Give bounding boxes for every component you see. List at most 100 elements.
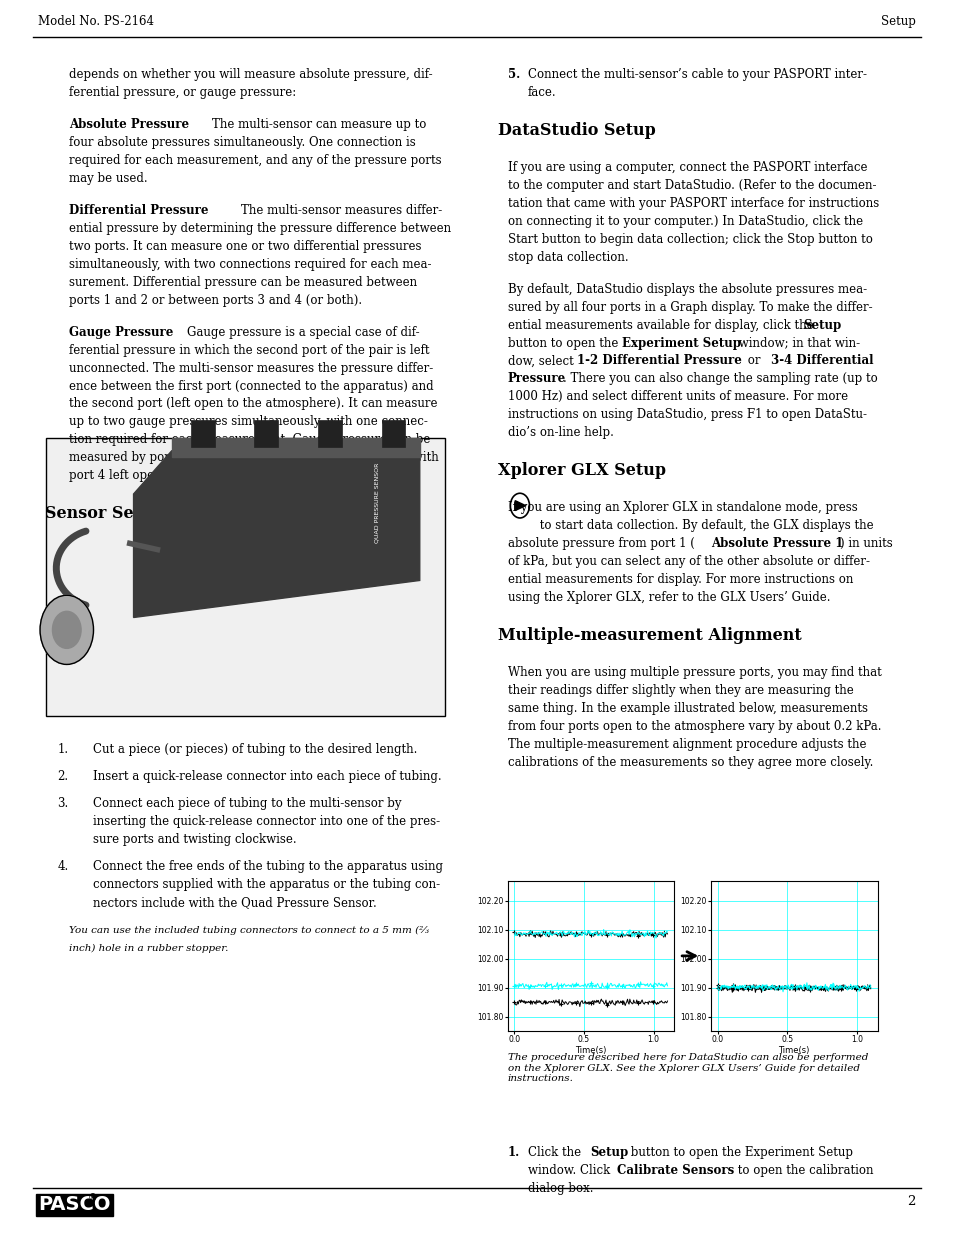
- Text: You can use the included tubing connectors to connect to a 5 mm (⅔: You can use the included tubing connecto…: [69, 926, 428, 935]
- Polygon shape: [172, 438, 419, 457]
- Text: the second port (left open to the atmosphere). It can measure: the second port (left open to the atmosp…: [69, 398, 436, 410]
- Text: Differential Pressure: Differential Pressure: [69, 204, 208, 217]
- Text: surement. Differential pressure can be measured between: surement. Differential pressure can be m…: [69, 275, 416, 289]
- Text: required for each measurement, and any of the pressure ports: required for each measurement, and any o…: [69, 154, 441, 167]
- Text: Absolute Pressure 1: Absolute Pressure 1: [710, 537, 842, 550]
- Text: inch) hole in a rubber stopper.: inch) hole in a rubber stopper.: [69, 944, 228, 953]
- Text: If you are using a computer, connect the PASPORT interface: If you are using a computer, connect the…: [507, 161, 866, 174]
- Text: Setup: Setup: [802, 319, 841, 332]
- Text: from four ports open to the atmosphere vary by about 0.2 kPa.: from four ports open to the atmosphere v…: [507, 720, 881, 732]
- Text: Calibrate Sensors: Calibrate Sensors: [617, 1163, 734, 1177]
- Text: tation that came with your PASPORT interface for instructions: tation that came with your PASPORT inter…: [507, 196, 878, 210]
- Text: Start button to begin data collection; click the Stop button to: Start button to begin data collection; c…: [507, 232, 871, 246]
- Text: Sensor Setup: Sensor Setup: [45, 505, 163, 522]
- Text: The multi-sensor can measure up to: The multi-sensor can measure up to: [197, 119, 426, 131]
- FancyBboxPatch shape: [254, 420, 278, 447]
- Text: 1-2 Differential Pressure: 1-2 Differential Pressure: [577, 354, 741, 368]
- FancyBboxPatch shape: [191, 420, 214, 447]
- Text: or: or: [743, 354, 763, 368]
- Text: instructions on using DataStudio, press F1 to open DataStu-: instructions on using DataStudio, press …: [507, 408, 865, 421]
- Text: ferential pressure, or gauge pressure:: ferential pressure, or gauge pressure:: [69, 86, 295, 99]
- Text: Cut a piece (or pieces) of tubing to the desired length.: Cut a piece (or pieces) of tubing to the…: [92, 743, 416, 757]
- Text: ential measurements for display. For more instructions on: ential measurements for display. For mor…: [507, 573, 852, 585]
- Text: ential measurements available for display, click the: ential measurements available for displa…: [507, 319, 816, 332]
- Text: button to open the: button to open the: [507, 336, 621, 350]
- X-axis label: Time(s): Time(s): [575, 1046, 606, 1055]
- FancyBboxPatch shape: [381, 420, 405, 447]
- Text: 1000 Hz) and select different units of measure. For more: 1000 Hz) and select different units of m…: [507, 390, 847, 404]
- Text: stop data collection.: stop data collection.: [507, 251, 627, 263]
- Text: absolute pressure from port 1 (: absolute pressure from port 1 (: [507, 537, 694, 550]
- Circle shape: [40, 595, 93, 664]
- Text: ferential pressure in which the second port of the pair is left: ferential pressure in which the second p…: [69, 343, 429, 357]
- Text: their readings differ slightly when they are measuring the: their readings differ slightly when they…: [507, 684, 852, 697]
- Text: PASCO: PASCO: [38, 1195, 111, 1214]
- Text: same thing. In the example illustrated below, measurements: same thing. In the example illustrated b…: [507, 701, 866, 715]
- Text: Setup: Setup: [590, 1146, 628, 1160]
- Text: By default, DataStudio displays the absolute pressures mea-: By default, DataStudio displays the abso…: [507, 283, 865, 296]
- Text: nectors include with the Quad Pressure Sensor.: nectors include with the Quad Pressure S…: [92, 895, 375, 909]
- Polygon shape: [133, 451, 419, 618]
- Text: Connect the multi-sensor’s cable to your PASPORT inter-: Connect the multi-sensor’s cable to your…: [527, 68, 865, 82]
- Text: of kPa, but you can select any of the other absolute or differ-: of kPa, but you can select any of the ot…: [507, 555, 868, 568]
- Text: ®: ®: [88, 1193, 97, 1203]
- Text: When you are using multiple pressure ports, you may find that: When you are using multiple pressure por…: [507, 666, 881, 679]
- Text: Click the: Click the: [527, 1146, 584, 1160]
- Text: 2.: 2.: [57, 771, 69, 783]
- Polygon shape: [515, 500, 525, 510]
- Circle shape: [52, 611, 81, 648]
- Text: using the Xplorer GLX, refer to the GLX Users’ Guide.: using the Xplorer GLX, refer to the GLX …: [507, 590, 829, 604]
- Text: QUAD PRESSURE SENSOR: QUAD PRESSURE SENSOR: [374, 463, 379, 543]
- Text: If you are using an Xplorer GLX in standalone mode, press: If you are using an Xplorer GLX in stand…: [507, 501, 857, 514]
- Text: up to two gauge pressures simultaneously, with one connec-: up to two gauge pressures simultaneously…: [69, 415, 427, 429]
- Text: Experiment Setup: Experiment Setup: [621, 336, 740, 350]
- Text: unconnected. The multi-sensor measures the pressure differ-: unconnected. The multi-sensor measures t…: [69, 362, 433, 374]
- Text: 3-4 Differential: 3-4 Differential: [770, 354, 872, 368]
- Text: 1.: 1.: [57, 743, 69, 757]
- Text: Gauge pressure is a special case of dif-: Gauge pressure is a special case of dif-: [172, 326, 419, 338]
- Text: sured by all four ports in a Graph display. To make the differ-: sured by all four ports in a Graph displ…: [507, 300, 871, 314]
- Text: Gauge Pressure: Gauge Pressure: [69, 326, 172, 338]
- FancyBboxPatch shape: [46, 438, 444, 716]
- Text: connectors supplied with the apparatus or the tubing con-: connectors supplied with the apparatus o…: [92, 878, 439, 890]
- Text: four absolute pressures simultaneously. One connection is: four absolute pressures simultaneously. …: [69, 136, 415, 149]
- Text: dow, select: dow, select: [507, 354, 577, 368]
- Text: 2: 2: [906, 1195, 915, 1209]
- Text: Absolute Pressure: Absolute Pressure: [69, 119, 189, 131]
- Text: to the computer and start DataStudio. (Refer to the documen-: to the computer and start DataStudio. (R…: [507, 179, 875, 191]
- Text: on connecting it to your computer.) In DataStudio, click the: on connecting it to your computer.) In D…: [507, 215, 862, 227]
- Text: 5.: 5.: [507, 68, 519, 82]
- Text: DataStudio Setup: DataStudio Setup: [497, 122, 655, 138]
- Text: 4.: 4.: [57, 860, 69, 873]
- Text: calibrations of the measurements so they agree more closely.: calibrations of the measurements so they…: [507, 756, 872, 768]
- X-axis label: Time(s): Time(s): [778, 1046, 809, 1055]
- Text: Connect the free ends of the tubing to the apparatus using: Connect the free ends of the tubing to t…: [92, 860, 442, 873]
- Text: Setup: Setup: [880, 15, 915, 28]
- Text: Insert a quick-release connector into each piece of tubing.: Insert a quick-release connector into ea…: [92, 771, 440, 783]
- Text: sure ports and twisting clockwise.: sure ports and twisting clockwise.: [92, 834, 295, 846]
- Text: 1.: 1.: [507, 1146, 519, 1160]
- Text: dialog box.: dialog box.: [527, 1182, 593, 1195]
- Text: to start data collection. By default, the GLX displays the: to start data collection. By default, th…: [536, 519, 873, 532]
- FancyBboxPatch shape: [317, 420, 341, 447]
- Text: PASCO: PASCO: [38, 1195, 111, 1214]
- Text: button to open the Experiment Setup: button to open the Experiment Setup: [626, 1146, 852, 1160]
- Text: may be used.: may be used.: [69, 172, 147, 185]
- Text: Multiple-measurement Alignment: Multiple-measurement Alignment: [497, 626, 801, 643]
- Text: window. Click: window. Click: [527, 1163, 613, 1177]
- Text: ence between the first port (connected to the apparatus) and: ence between the first port (connected t…: [69, 379, 433, 393]
- Text: Xplorer GLX Setup: Xplorer GLX Setup: [497, 462, 665, 479]
- Text: dio’s on-line help.: dio’s on-line help.: [507, 426, 613, 440]
- Text: The procedure described here for DataStudio can also be performed
on the Xplorer: The procedure described here for DataStu…: [507, 1053, 867, 1083]
- Text: simultaneously, with two connections required for each mea-: simultaneously, with two connections req…: [69, 258, 431, 270]
- Text: inserting the quick-release connector into one of the pres-: inserting the quick-release connector in…: [92, 815, 439, 829]
- Text: 3.: 3.: [57, 798, 69, 810]
- Text: measured by port 1 (with port 2 left open) and by port 3 (with: measured by port 1 (with port 2 left ope…: [69, 451, 438, 464]
- Text: Pressure: Pressure: [507, 372, 565, 385]
- Text: depends on whether you will measure absolute pressure, dif-: depends on whether you will measure abso…: [69, 68, 432, 82]
- Text: port 4 left open).: port 4 left open).: [69, 469, 170, 482]
- Text: The multiple-measurement alignment procedure adjusts the: The multiple-measurement alignment proce…: [507, 737, 865, 751]
- Text: two ports. It can measure one or two differential pressures: two ports. It can measure one or two dif…: [69, 240, 420, 253]
- Text: Connect each piece of tubing to the multi-sensor by: Connect each piece of tubing to the mult…: [92, 798, 400, 810]
- Text: window; in that win-: window; in that win-: [734, 336, 859, 350]
